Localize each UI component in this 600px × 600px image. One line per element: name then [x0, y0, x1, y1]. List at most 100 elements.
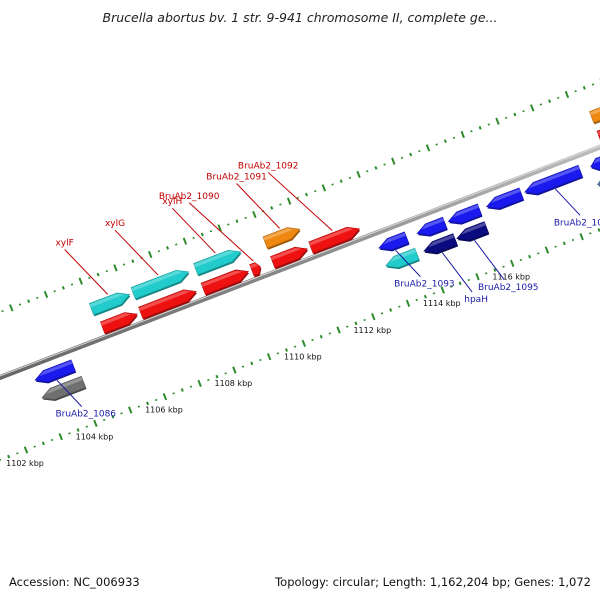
gene-arrow-highlight: [452, 204, 479, 218]
upper-tick-mark: [148, 250, 153, 259]
lower-tick-mark: [597, 228, 600, 232]
gene-feature[interactable]: [270, 246, 309, 270]
lower-tick-mark: [519, 258, 523, 262]
gene-feature[interactable]: [130, 269, 190, 301]
gene-feature[interactable]: [416, 216, 448, 237]
gene-callout-line: [114, 229, 159, 276]
gene-feature[interactable]: [88, 292, 131, 317]
gene-name-label[interactable]: BruAb2_1090: [159, 192, 220, 202]
upper-tick-mark: [321, 184, 327, 192]
gene-name-label[interactable]: BruAb2_1086: [55, 410, 116, 420]
upper-tick-mark: [182, 237, 188, 245]
kbp-tick-label: 1116 kbp: [492, 272, 530, 281]
gene-name-label[interactable]: xylH: [162, 197, 182, 207]
gene-arrow: [88, 292, 131, 316]
upper-tick-mark: [61, 285, 65, 290]
upper-tick-mark: [539, 103, 543, 106]
gene-feature[interactable]: [99, 312, 139, 335]
gene-feature[interactable]: [447, 203, 483, 225]
gene-arrow-highlight: [201, 270, 243, 287]
upper-tick-mark: [331, 183, 334, 186]
gene-feature[interactable]: [193, 249, 242, 277]
lower-tick-mark: [398, 305, 401, 308]
lower-tick-mark: [189, 385, 193, 388]
lower-tick-mark: [111, 414, 115, 419]
tick-marks: 1102 kbp 1104 kbp 1106 kbp 1108 kbp 1110 kbp…: [0, 78, 600, 468]
gene-arrow-highlight: [193, 251, 235, 268]
gene-arrow-highlight: [308, 227, 354, 246]
lower-tick-mark: [432, 292, 436, 295]
lower-tick-mark: [450, 285, 453, 288]
upper-tick-mark: [564, 90, 570, 99]
gene-arrow-highlight: [421, 217, 445, 230]
upper-tick-mark: [279, 203, 282, 206]
upper-tick-mark: [548, 99, 552, 104]
lower-tick-mark: [328, 332, 332, 335]
upper-tick-mark: [313, 190, 317, 193]
gene-arrow: [308, 226, 361, 254]
lower-tick-mark: [440, 286, 445, 294]
gene-feature[interactable]: [589, 107, 600, 125]
lower-tick-mark: [7, 454, 11, 459]
gene-name-label[interactable]: BruAb2_1096: [554, 218, 600, 228]
gene-arrow-highlight: [249, 263, 259, 269]
lower-tick-mark: [371, 313, 376, 321]
gene-feature[interactable]: [485, 187, 525, 211]
gene-arrow-highlight: [46, 377, 83, 394]
upper-tick-mark: [270, 205, 274, 210]
gene-name-label[interactable]: BruAb2_1092: [238, 161, 299, 171]
gene-feature[interactable]: [378, 231, 410, 252]
lower-tick-mark: [23, 446, 29, 454]
upper-tick-mark: [1, 310, 4, 313]
gene-name-label[interactable]: BruAb2_1093: [394, 280, 455, 290]
lower-tick-mark: [241, 365, 245, 368]
upper-tick-mark: [513, 112, 517, 117]
gene-name-label[interactable]: BruAb2_1091: [206, 173, 267, 183]
gene-arrow-highlight: [390, 249, 417, 263]
gene-arrow-highlight: [589, 108, 600, 116]
gene-name-label[interactable]: xylG: [105, 219, 125, 229]
lower-tick-mark: [155, 398, 158, 402]
upper-tick-mark: [286, 197, 292, 205]
lower-tick-mark: [389, 308, 393, 312]
gene-feature[interactable]: [200, 269, 250, 296]
gene-name-label[interactable]: hpaH: [464, 295, 488, 305]
upper-tick-mark: [296, 196, 300, 199]
gene-feature[interactable]: [423, 233, 459, 255]
gene-feature[interactable]: [138, 289, 198, 320]
gene-feature[interactable]: [524, 164, 584, 196]
gene-name-label[interactable]: xylF: [55, 239, 73, 249]
lower-tick-mark: [215, 374, 219, 379]
upper-tick-mark: [78, 277, 83, 285]
map-title: Brucella abortus bv. 1 str. 9-941 chromo…: [103, 10, 498, 25]
gene-feature[interactable]: [262, 227, 301, 250]
upper-tick-mark: [366, 170, 369, 173]
kbp-tick-label: 1110 kbp: [284, 352, 322, 361]
upper-tick-mark: [244, 216, 247, 219]
lower-tick-mark: [475, 273, 480, 281]
genome-summary-text: Topology: circular; Length: 1,162,204 bp…: [274, 575, 591, 589]
lower-tick-mark: [162, 393, 168, 401]
gene-feature[interactable]: [385, 247, 420, 270]
upper-tick-mark: [383, 163, 386, 166]
gene-feature[interactable]: [308, 226, 361, 255]
upper-tick-mark: [36, 296, 39, 299]
lower-tick-mark: [589, 232, 592, 235]
lower-tick-mark: [484, 272, 488, 275]
gene-arrow-highlight: [491, 188, 521, 203]
lower-tick-mark: [127, 406, 133, 414]
gene-feature[interactable]: [34, 359, 77, 384]
lower-tick-mark: [354, 321, 358, 326]
gene-feature[interactable]: [249, 262, 262, 278]
gene-feature[interactable]: [596, 126, 600, 144]
upper-tick-mark: [53, 290, 56, 293]
gene-callout-line: [188, 202, 254, 262]
gene-feature[interactable]: [456, 221, 490, 242]
kbp-tick-label: 1112 kbp: [353, 326, 391, 335]
gene-feature[interactable]: [590, 155, 600, 172]
upper-tick-mark: [175, 243, 178, 246]
lower-tick-mark: [537, 252, 540, 255]
gene-name-label[interactable]: BruAb2_1095: [478, 283, 539, 293]
